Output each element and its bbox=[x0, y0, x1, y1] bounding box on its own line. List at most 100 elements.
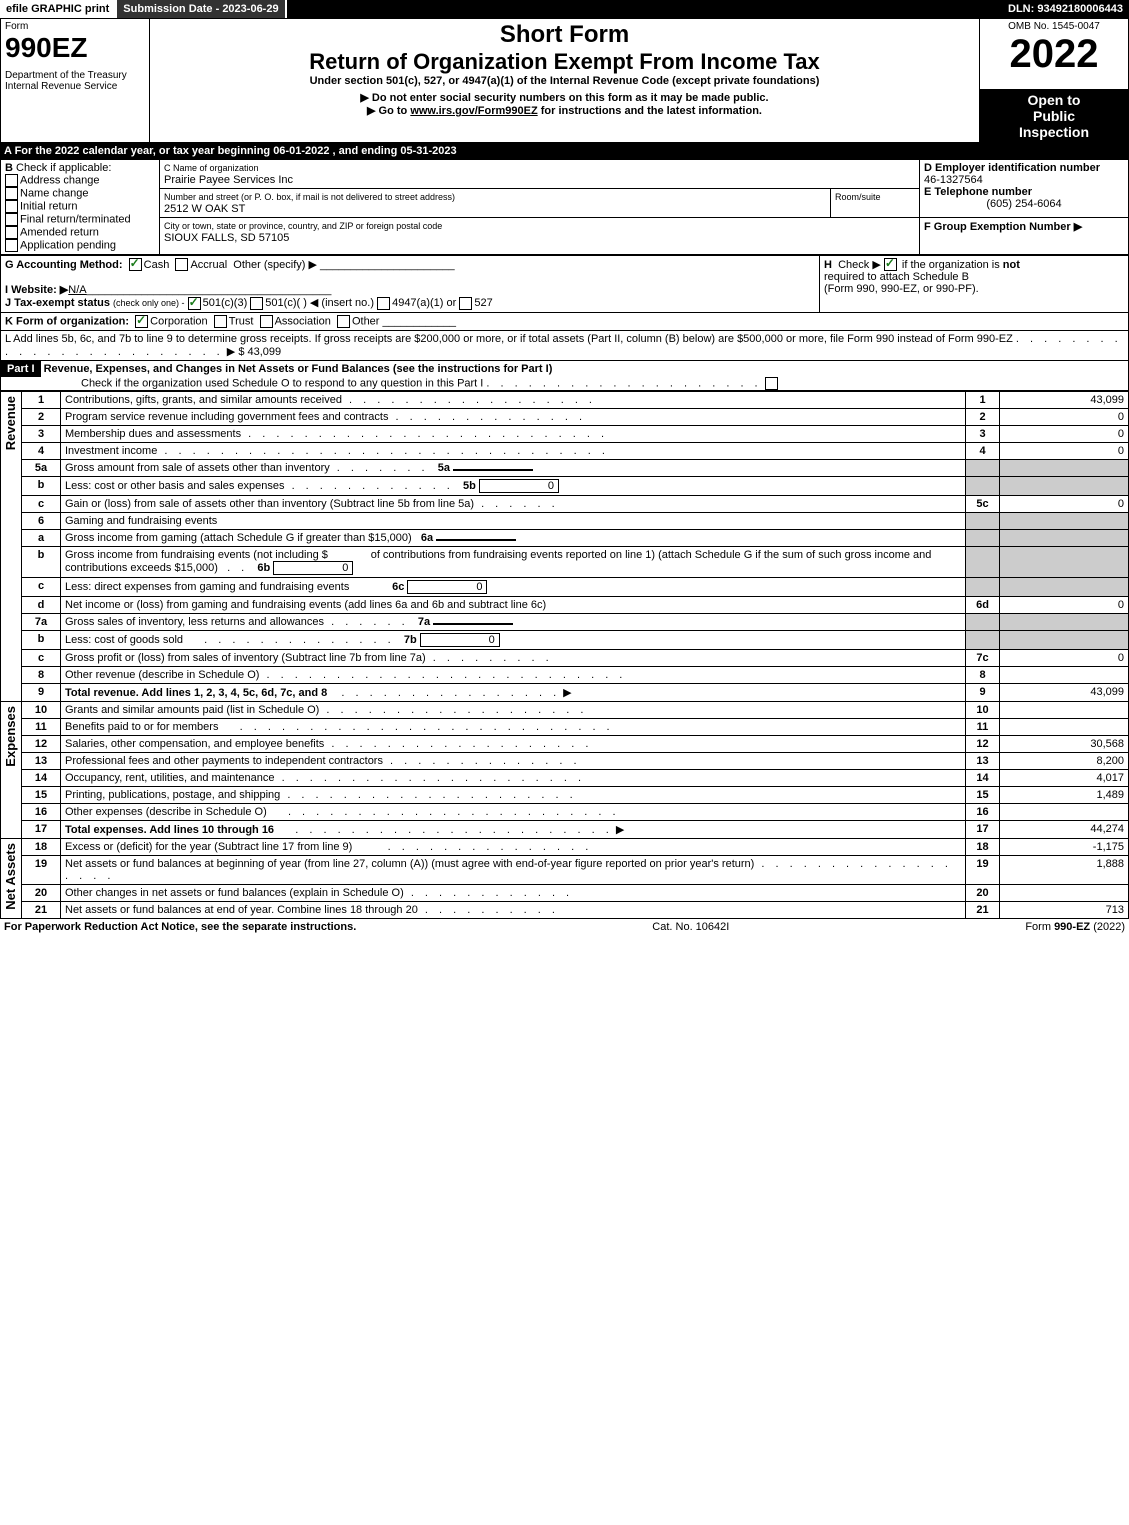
line-7b-text: Less: cost of goods sold bbox=[65, 634, 183, 646]
checkbox-amended-return[interactable] bbox=[5, 226, 18, 239]
line-5b-subamt: 0 bbox=[479, 479, 559, 493]
j-opt3: 4947(a)(1) or bbox=[392, 297, 456, 309]
footer-center: Cat. No. 10642I bbox=[652, 921, 729, 933]
line-6-num: 6 bbox=[22, 512, 61, 529]
dln-number: DLN: 93492180006443 bbox=[1002, 0, 1129, 18]
checkbox-527[interactable] bbox=[459, 297, 472, 310]
checkbox-application-pending[interactable] bbox=[5, 239, 18, 252]
irs-label: Internal Revenue Service bbox=[5, 81, 145, 92]
line-2-text: Program service revenue including govern… bbox=[65, 411, 388, 423]
street-label: Number and street (or P. O. box, if mail… bbox=[164, 192, 455, 202]
line-19-text: Net assets or fund balances at beginning… bbox=[65, 858, 754, 870]
line-6a-text: Gross income from gaming (attach Schedul… bbox=[65, 532, 412, 544]
checkbox-other-org[interactable] bbox=[337, 315, 350, 328]
line-5c-amt: 0 bbox=[1000, 495, 1129, 512]
line-15-col: 15 bbox=[966, 786, 1000, 803]
line-6b-sub: 6b bbox=[257, 562, 270, 574]
opt-pending: Application pending bbox=[20, 239, 116, 251]
line-13-amt: 8,200 bbox=[1000, 752, 1129, 769]
page-footer: For Paperwork Reduction Act Notice, see … bbox=[0, 919, 1129, 935]
checkbox-501c3[interactable] bbox=[188, 297, 201, 310]
g-other: Other (specify) ▶ bbox=[233, 259, 317, 271]
line-20-amt bbox=[1000, 884, 1129, 901]
subtitle-3: ▶ Go to www.irs.gov/Form990EZ for instru… bbox=[154, 104, 975, 117]
checkbox-cash[interactable] bbox=[129, 258, 142, 271]
omb-number: OMB No. 1545-0047 bbox=[984, 21, 1124, 32]
k-assoc: Association bbox=[275, 315, 331, 327]
section-j-sublabel: (check only one) - bbox=[113, 298, 185, 308]
opt-amended: Amended return bbox=[20, 226, 99, 238]
line-5a-text: Gross amount from sale of assets other t… bbox=[65, 462, 330, 474]
checkbox-accrual[interactable] bbox=[175, 258, 188, 271]
checkbox-501c[interactable] bbox=[250, 297, 263, 310]
line-21-amt: 713 bbox=[1000, 901, 1129, 918]
line-7a-text: Gross sales of inventory, less returns a… bbox=[65, 616, 324, 628]
line-15-num: 15 bbox=[22, 786, 61, 803]
line-8-amt bbox=[1000, 666, 1129, 683]
line-7b-subamt: 0 bbox=[420, 633, 500, 647]
g-cash: Cash bbox=[144, 259, 170, 271]
line-13-text: Professional fees and other payments to … bbox=[65, 755, 383, 767]
line-16-num: 16 bbox=[22, 803, 61, 820]
line-16-amt bbox=[1000, 803, 1129, 820]
open-to-public: Open to Public Inspection bbox=[980, 89, 1129, 142]
line-4-num: 4 bbox=[22, 442, 61, 459]
line-11-num: 11 bbox=[22, 718, 61, 735]
line-2-num: 2 bbox=[22, 408, 61, 425]
line-11-text: Benefits paid to or for members bbox=[65, 721, 218, 733]
line-12-amt: 30,568 bbox=[1000, 735, 1129, 752]
line-20-num: 20 bbox=[22, 884, 61, 901]
checkbox-initial-return[interactable] bbox=[5, 200, 18, 213]
top-bar: efile GRAPHIC print Submission Date - 20… bbox=[0, 0, 1129, 18]
line-2-amt: 0 bbox=[1000, 408, 1129, 425]
line-6d-text: Net income or (loss) from gaming and fun… bbox=[65, 599, 546, 611]
website-value: N/A bbox=[68, 284, 86, 296]
info-table: B Check if applicable: Address change Na… bbox=[0, 159, 1129, 255]
line-2-col: 2 bbox=[966, 408, 1000, 425]
k-corp: Corporation bbox=[150, 315, 207, 327]
opt-initial: Initial return bbox=[20, 200, 77, 212]
irs-link[interactable]: www.irs.gov/Form990EZ bbox=[410, 105, 537, 117]
line-11-col: 11 bbox=[966, 718, 1000, 735]
line-18-col: 18 bbox=[966, 838, 1000, 855]
phone-value: (605) 254-6064 bbox=[924, 198, 1124, 210]
part1-header-row: Part I Revenue, Expenses, and Changes in… bbox=[0, 361, 1129, 391]
checkbox-address-change[interactable] bbox=[5, 174, 18, 187]
h-text2: if the organization is bbox=[902, 259, 1003, 271]
line-6a-col-shaded bbox=[966, 529, 1000, 546]
checkbox-corp[interactable] bbox=[135, 315, 148, 328]
part1-check-text: Check if the organization used Schedule … bbox=[81, 377, 483, 389]
checkbox-h[interactable] bbox=[884, 258, 897, 271]
section-j-label: J Tax-exempt status bbox=[5, 297, 110, 309]
line-7c-col: 7c bbox=[966, 649, 1000, 666]
checkbox-name-change[interactable] bbox=[5, 187, 18, 200]
line-17-col: 17 bbox=[966, 820, 1000, 838]
line-17-num: 17 bbox=[22, 820, 61, 838]
line-7b-num: b bbox=[22, 630, 61, 649]
line-6b-amt-shaded bbox=[1000, 546, 1129, 577]
line-15-amt: 1,489 bbox=[1000, 786, 1129, 803]
revenue-label: Revenue bbox=[1, 392, 20, 454]
footer-left: For Paperwork Reduction Act Notice, see … bbox=[4, 921, 356, 933]
line-19-num: 19 bbox=[22, 855, 61, 884]
section-l-amount: $ 43,099 bbox=[238, 346, 281, 358]
line-6c-col-shaded bbox=[966, 577, 1000, 596]
header-table: Form 990EZ Department of the Treasury In… bbox=[0, 18, 1129, 143]
j-opt2: 501(c)( ) ◀ (insert no.) bbox=[265, 297, 374, 309]
line-5c-text: Gain or (loss) from sale of assets other… bbox=[65, 498, 474, 510]
checkbox-trust[interactable] bbox=[214, 315, 227, 328]
line-7c-num: c bbox=[22, 649, 61, 666]
line-6a-amt-shaded bbox=[1000, 529, 1129, 546]
subtitle-3-suffix: for instructions and the latest informat… bbox=[538, 105, 762, 117]
h-not: not bbox=[1003, 259, 1020, 271]
checkbox-assoc[interactable] bbox=[260, 315, 273, 328]
city-value: SIOUX FALLS, SD 57105 bbox=[164, 232, 289, 244]
line-20-text: Other changes in net assets or fund bala… bbox=[65, 887, 404, 899]
checkbox-part1-schedO[interactable] bbox=[765, 377, 778, 390]
line-17-amt: 44,274 bbox=[1000, 820, 1129, 838]
section-i-label: I Website: ▶ bbox=[5, 284, 68, 296]
checkbox-4947[interactable] bbox=[377, 297, 390, 310]
line-6a-subamt bbox=[436, 539, 516, 541]
checkbox-final-return[interactable] bbox=[5, 213, 18, 226]
line-6d-col: 6d bbox=[966, 596, 1000, 613]
